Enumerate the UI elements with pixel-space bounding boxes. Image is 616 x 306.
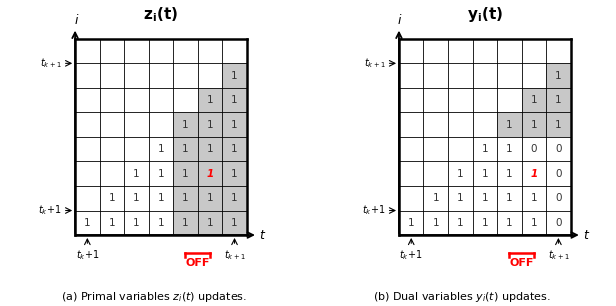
- Bar: [546, 88, 570, 112]
- Bar: [173, 137, 198, 162]
- Text: $t$: $t$: [259, 229, 266, 241]
- Text: $i$: $i$: [397, 13, 403, 27]
- Text: 1: 1: [207, 95, 213, 105]
- Text: (a) Primal variables $z_i(t)$ updates.: (a) Primal variables $z_i(t)$ updates.: [61, 290, 247, 304]
- Text: $t_{k+1}$: $t_{k+1}$: [548, 248, 569, 262]
- Text: 1: 1: [207, 120, 213, 130]
- Bar: [522, 88, 546, 112]
- Text: 1: 1: [457, 218, 464, 228]
- Text: 1: 1: [207, 218, 213, 228]
- Bar: [173, 112, 198, 137]
- Text: 0: 0: [530, 144, 537, 154]
- Text: 1: 1: [158, 144, 164, 154]
- Text: 1: 1: [530, 95, 537, 105]
- Bar: [222, 162, 247, 186]
- Bar: [222, 211, 247, 235]
- Text: 1: 1: [231, 193, 238, 203]
- Text: 1: 1: [457, 169, 464, 179]
- Text: 1: 1: [555, 95, 562, 105]
- Text: $t_k$+1: $t_k$+1: [76, 248, 99, 262]
- Text: 1: 1: [482, 169, 488, 179]
- Text: 1: 1: [182, 169, 188, 179]
- Bar: [198, 162, 222, 186]
- Text: 1: 1: [482, 193, 488, 203]
- Text: 1: 1: [231, 169, 238, 179]
- Text: 1: 1: [182, 120, 188, 130]
- Text: 1: 1: [182, 218, 188, 228]
- Text: 1: 1: [506, 144, 513, 154]
- Text: 1: 1: [231, 218, 238, 228]
- Text: 1: 1: [108, 218, 115, 228]
- Text: 1: 1: [530, 218, 537, 228]
- Text: $t_k$+1: $t_k$+1: [38, 203, 62, 218]
- Text: 1: 1: [506, 120, 513, 130]
- Text: $t_{k+1}$: $t_{k+1}$: [224, 248, 245, 262]
- Text: 0: 0: [555, 144, 562, 154]
- Text: 1: 1: [555, 71, 562, 80]
- Text: 1: 1: [482, 144, 488, 154]
- Bar: [198, 88, 222, 112]
- Text: 1: 1: [482, 218, 488, 228]
- Text: $t_{k+1}$: $t_{k+1}$: [363, 56, 386, 70]
- Text: 1: 1: [506, 193, 513, 203]
- Bar: [198, 112, 222, 137]
- Text: 1: 1: [206, 169, 214, 179]
- Text: 1: 1: [231, 71, 238, 80]
- Text: $t_k$+1: $t_k$+1: [362, 203, 386, 218]
- Text: 1: 1: [133, 193, 140, 203]
- Text: 1: 1: [231, 120, 238, 130]
- Text: 0: 0: [555, 218, 562, 228]
- Text: $i$: $i$: [73, 13, 79, 27]
- Text: 1: 1: [432, 218, 439, 228]
- Text: 1: 1: [530, 120, 537, 130]
- Bar: [222, 63, 247, 88]
- Text: $t_{k+1}$: $t_{k+1}$: [40, 56, 62, 70]
- Bar: [222, 88, 247, 112]
- Text: OFF: OFF: [185, 258, 210, 268]
- Bar: [173, 211, 198, 235]
- Text: 1: 1: [530, 169, 538, 179]
- Text: 1: 1: [555, 120, 562, 130]
- Text: $t$: $t$: [583, 229, 590, 241]
- Text: 1: 1: [506, 169, 513, 179]
- Text: 1: 1: [231, 144, 238, 154]
- Bar: [522, 112, 546, 137]
- Text: 0: 0: [555, 193, 562, 203]
- Bar: [546, 112, 570, 137]
- Bar: [222, 112, 247, 137]
- Text: 1: 1: [158, 218, 164, 228]
- Text: 1: 1: [231, 95, 238, 105]
- Text: 1: 1: [133, 218, 140, 228]
- Text: $t_k$+1: $t_k$+1: [400, 248, 423, 262]
- Text: 1: 1: [457, 193, 464, 203]
- Bar: [198, 186, 222, 211]
- Text: 1: 1: [530, 193, 537, 203]
- Text: 1: 1: [207, 144, 213, 154]
- Text: $\mathbf{y}_{\mathbf{i}}\mathbf{(t)}$: $\mathbf{y}_{\mathbf{i}}\mathbf{(t)}$: [467, 5, 503, 24]
- Text: 1: 1: [182, 193, 188, 203]
- Text: 1: 1: [133, 169, 140, 179]
- Text: OFF: OFF: [509, 258, 534, 268]
- Text: 1: 1: [408, 218, 415, 228]
- Bar: [173, 162, 198, 186]
- Text: (b) Dual variables $y_i(t)$ updates.: (b) Dual variables $y_i(t)$ updates.: [373, 290, 551, 304]
- Bar: [497, 112, 522, 137]
- Text: 1: 1: [108, 193, 115, 203]
- Text: 0: 0: [555, 169, 562, 179]
- Bar: [222, 137, 247, 162]
- Bar: [173, 186, 198, 211]
- Text: 1: 1: [182, 144, 188, 154]
- Text: 1: 1: [158, 193, 164, 203]
- Text: 1: 1: [432, 193, 439, 203]
- Bar: [546, 63, 570, 88]
- Bar: [198, 211, 222, 235]
- Text: 1: 1: [506, 218, 513, 228]
- Text: 1: 1: [207, 193, 213, 203]
- Text: $\mathbf{z}_{\mathbf{i}}\mathbf{(t)}$: $\mathbf{z}_{\mathbf{i}}\mathbf{(t)}$: [144, 6, 179, 24]
- Bar: [222, 186, 247, 211]
- Text: 1: 1: [84, 218, 91, 228]
- Bar: [198, 137, 222, 162]
- Text: 1: 1: [158, 169, 164, 179]
